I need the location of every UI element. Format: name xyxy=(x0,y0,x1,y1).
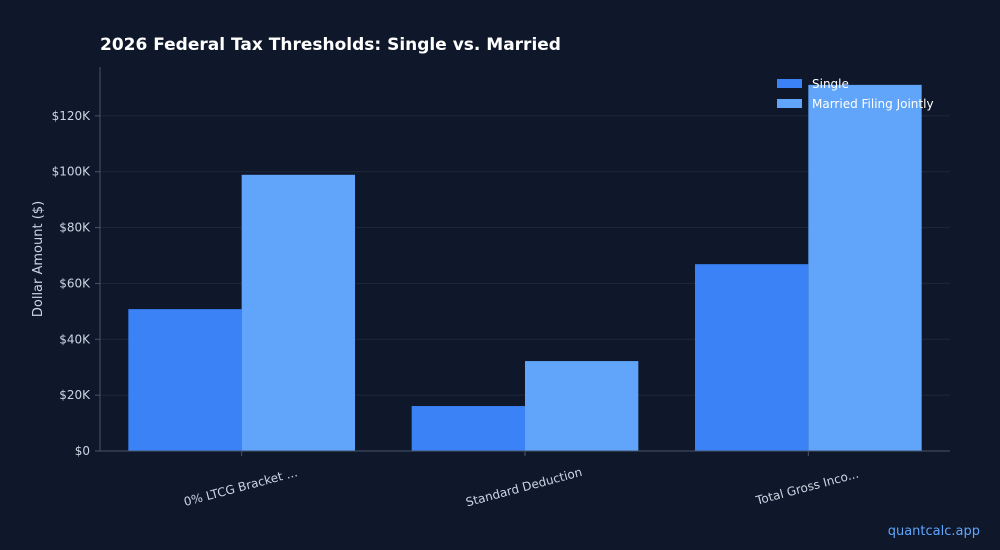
y-tick-label: $60K xyxy=(59,276,91,290)
bar-married-1[interactable] xyxy=(525,361,639,451)
x-tick-label: Total Gross Inco... xyxy=(753,467,860,508)
bars xyxy=(128,84,922,452)
y-axis-label: Dollar Amount ($) xyxy=(31,201,46,317)
y-tick-label: $20K xyxy=(59,388,91,402)
legend-swatch xyxy=(777,79,802,88)
bar-married-2[interactable] xyxy=(808,84,922,452)
y-tick-label: $0 xyxy=(75,444,90,458)
y-tick-label: $80K xyxy=(59,221,91,235)
bar-single-0[interactable] xyxy=(128,309,242,451)
axes xyxy=(95,67,950,456)
bar-single-2[interactable] xyxy=(695,264,809,451)
legend-swatch xyxy=(777,99,802,108)
legend-label: Married Filing Jointly xyxy=(812,97,934,111)
x-tick-label: 0% LTCG Bracket ... xyxy=(182,465,299,509)
x-tick-label: Standard Deduction xyxy=(464,465,583,510)
watermark-link[interactable]: quantcalc.app xyxy=(887,524,980,539)
legend-label: Single xyxy=(812,77,849,91)
legend: Single Married Filing Jointly xyxy=(777,77,934,111)
y-tick-label: $40K xyxy=(59,332,91,346)
bar-married-0[interactable] xyxy=(241,174,355,452)
bar-single-1[interactable] xyxy=(411,406,525,451)
y-tick-label: $100K xyxy=(52,165,92,179)
chart-title: 2026 Federal Tax Thresholds: Single vs. … xyxy=(100,35,561,55)
y-tick-label: $120K xyxy=(52,109,92,123)
